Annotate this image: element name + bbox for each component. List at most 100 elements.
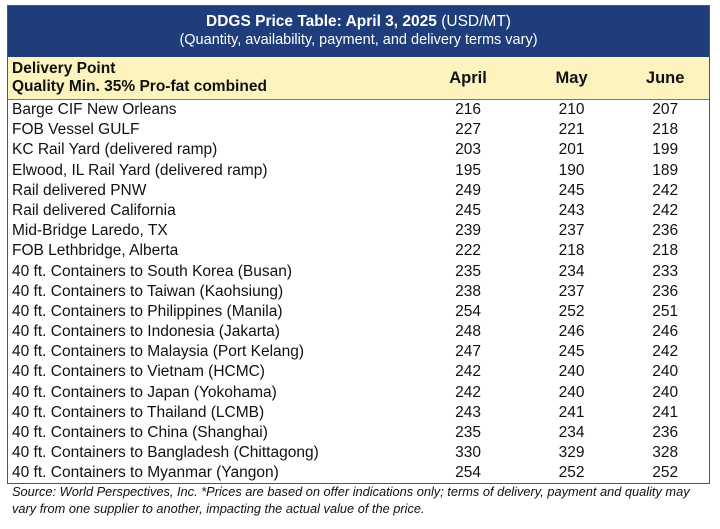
cell-may: 237 xyxy=(558,222,585,240)
cell-may: 210 xyxy=(558,101,585,118)
cell-june: 242 xyxy=(652,343,679,361)
cell-june: 240 xyxy=(652,363,679,381)
table-row: 40 ft. Containers to Japan (Yokohama) 242… xyxy=(8,383,709,403)
table-row: KC Rail Yard (delivered ramp) 203 201 199 xyxy=(8,140,709,160)
cell-june: 252 xyxy=(652,464,679,482)
cell-june: 242 xyxy=(652,201,679,219)
cell-april: 242 xyxy=(455,383,481,401)
cell-april: 235 xyxy=(455,424,481,441)
cell-june: 236 xyxy=(652,282,679,300)
cell-may: 243 xyxy=(558,201,585,219)
title-bar: DDGS Price Table: April 3, 2025 (USD/MT)… xyxy=(8,6,709,57)
table-row: 40 ft. Containers to Thailand (LCMB) 243 2… xyxy=(8,403,709,423)
table-row: 40 ft. Containers to Malaysia (Port Kela… xyxy=(8,342,709,362)
header-col-may: May xyxy=(555,68,588,87)
row-label: 40 ft. Containers to Taiwan (Kaohsiung) xyxy=(12,282,284,300)
cell-april: 254 xyxy=(455,464,481,482)
cell-june: 236 xyxy=(652,424,679,441)
cell-april: 235 xyxy=(455,262,481,280)
table-row: 40 ft. Containers to Myanmar (Yangon) 254… xyxy=(8,463,709,483)
cell-may: 240 xyxy=(558,363,585,381)
row-label: 40 ft. Containers to South Korea (Busan) xyxy=(12,262,293,280)
table-row: 40 ft. Containers to Indonesia (Jakarta)… xyxy=(8,322,709,342)
cell-may: 221 xyxy=(558,121,585,139)
table-title-units: (USD/MT) xyxy=(436,13,511,30)
cell-april: 239 xyxy=(455,222,481,240)
cell-may: 252 xyxy=(558,302,585,320)
header-label-line2: Quality Min. 35% Pro-fat combined xyxy=(12,78,267,95)
cell-june: 240 xyxy=(652,383,679,401)
cell-april: 227 xyxy=(455,121,481,139)
cell-may: 218 xyxy=(558,242,585,260)
row-label: 40 ft. Containers to Indonesia (Jakarta) xyxy=(12,323,280,341)
row-label: Rail delivered PNW xyxy=(12,181,147,199)
cell-may: 329 xyxy=(558,444,585,462)
cell-may: 252 xyxy=(558,464,585,482)
cell-june: 251 xyxy=(652,302,679,320)
header-col-june: June xyxy=(645,68,685,87)
row-label: Rail delivered California xyxy=(12,201,176,219)
cell-june: 236 xyxy=(652,222,679,240)
cell-may: 237 xyxy=(558,282,585,300)
row-label: 40 ft. Containers to China (Shanghai) xyxy=(12,424,268,441)
table-row: Mid-Bridge Laredo, TX 239 237 236 xyxy=(8,221,709,241)
cell-april: 195 xyxy=(455,161,481,179)
row-label: 40 ft. Containers to Philippines (Manila… xyxy=(12,302,283,320)
table-row: 40 ft. Containers to South Korea (Busan)… xyxy=(8,262,709,282)
row-label: 40 ft. Containers to Bangladesh (Chittag… xyxy=(12,444,319,462)
table-title-bold: DDGS Price Table: April 3, 2025 xyxy=(206,13,437,30)
cell-june: 233 xyxy=(652,262,679,280)
row-label: 40 ft. Containers to Vietnam (HCMC) xyxy=(12,363,265,381)
table-row: FOB Vessel GULF 227 221 218 xyxy=(8,120,709,140)
cell-april: 243 xyxy=(455,403,481,421)
cell-april: 216 xyxy=(455,101,481,118)
table-row: Rail delivered California 245 243 242 xyxy=(8,201,709,221)
price-table: DDGS Price Table: April 3, 2025 (USD/MT)… xyxy=(7,5,710,484)
cell-april: 249 xyxy=(455,181,481,199)
table-header: Delivery Point Quality Min. 35% Pro-fat … xyxy=(8,57,709,100)
cell-june: 328 xyxy=(652,444,679,462)
table-row: Elwood, IL Rail Yard (delivered ramp) 195… xyxy=(8,161,709,181)
cell-june: 199 xyxy=(652,141,679,159)
header-label-line1: Delivery Point xyxy=(12,60,116,77)
cell-june: 242 xyxy=(652,181,679,199)
cell-april: 247 xyxy=(455,343,481,361)
cell-june: 218 xyxy=(652,242,679,260)
cell-may: 246 xyxy=(558,323,585,341)
row-label: Barge CIF New Orleans xyxy=(12,101,177,118)
row-label: FOB Lethbridge, Alberta xyxy=(12,242,179,260)
cell-april: 203 xyxy=(455,141,481,159)
row-label: 40 ft. Containers to Japan (Yokohama) xyxy=(12,383,277,401)
cell-april: 242 xyxy=(455,363,481,381)
table-row: 40 ft. Containers to Vietnam (HCMC) 242 24… xyxy=(8,362,709,382)
cell-june: 189 xyxy=(652,161,679,179)
row-label: FOB Vessel GULF xyxy=(12,121,140,139)
cell-may: 241 xyxy=(558,403,585,421)
table-body: Barge CIF New Orleans 216 210 207 FOB Vessel… xyxy=(8,100,709,483)
source-note: Source: World Perspectives, Inc. *Prices… xyxy=(12,484,690,516)
cell-april: 238 xyxy=(455,282,481,300)
table-row: 40 ft. Containers to Bangladesh (Chittag… xyxy=(8,443,709,463)
cell-may: 245 xyxy=(558,181,585,199)
cell-april: 222 xyxy=(455,242,481,260)
row-label: Elwood, IL Rail Yard (delivered ramp) xyxy=(12,161,268,179)
cell-may: 245 xyxy=(558,343,585,361)
cell-april: 254 xyxy=(455,302,481,320)
table-row: 40 ft. Containers to Taiwan (Kaohsiung) 2… xyxy=(8,282,709,302)
header-col-april: April xyxy=(449,68,487,87)
table-subtitle: (Quantity, availability, payment, and de… xyxy=(179,32,538,48)
cell-april: 245 xyxy=(455,201,481,219)
table-row: 40 ft. Containers to Philippines (Manila… xyxy=(8,302,709,322)
row-label: KC Rail Yard (delivered ramp) xyxy=(12,141,218,159)
row-label: Mid-Bridge Laredo, TX xyxy=(12,222,168,240)
header-label: Delivery Point Quality Min. 35% Pro-fat … xyxy=(8,60,414,96)
cell-april: 330 xyxy=(455,444,481,462)
cell-june: 246 xyxy=(652,323,679,341)
cell-may: 234 xyxy=(558,424,585,441)
table-title: DDGS Price Table: April 3, 2025 (USD/MT) xyxy=(8,12,709,31)
cell-may: 240 xyxy=(558,383,585,401)
row-label: 40 ft. Containers to Malaysia (Port Kela… xyxy=(12,343,305,361)
cell-may: 234 xyxy=(558,262,585,280)
table-row: Barge CIF New Orleans 216 210 207 xyxy=(8,100,709,120)
cell-may: 201 xyxy=(558,141,585,159)
